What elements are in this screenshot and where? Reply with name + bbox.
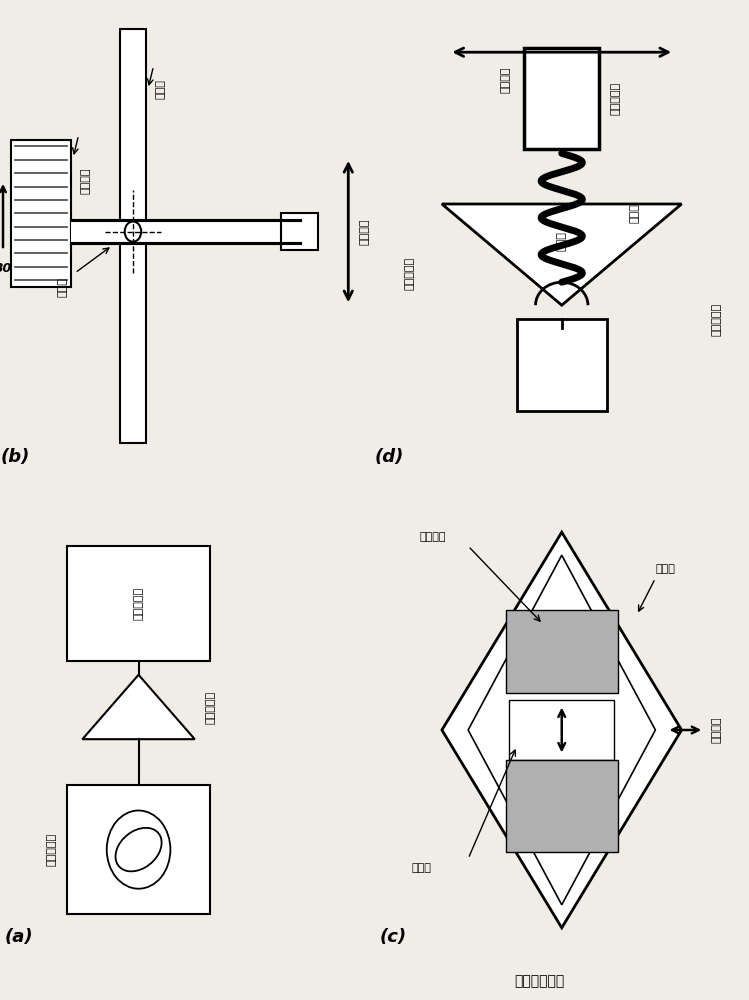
Text: (d): (d) (374, 448, 404, 466)
Text: （现有技术）: （现有技术） (514, 974, 565, 988)
FancyBboxPatch shape (71, 220, 300, 243)
FancyBboxPatch shape (11, 140, 71, 287)
Text: 连接管: 连接管 (629, 203, 639, 223)
Circle shape (124, 221, 141, 242)
Text: 有源驱动器: 有源驱动器 (404, 256, 414, 290)
FancyBboxPatch shape (120, 29, 146, 443)
Text: 枢轴点: 枢轴点 (58, 277, 67, 297)
Text: (c): (c) (380, 928, 407, 946)
Text: 音频低音炮: 音频低音炮 (712, 302, 721, 336)
Text: 运动方向: 运动方向 (500, 67, 511, 93)
FancyBboxPatch shape (281, 213, 318, 250)
Text: 驱动线圈: 驱动线圈 (81, 168, 91, 194)
Text: 弯张架: 弯张架 (655, 564, 676, 574)
Polygon shape (82, 675, 195, 739)
Text: 充气腔: 充气腔 (557, 231, 567, 251)
Text: (a): (a) (4, 928, 33, 946)
Polygon shape (442, 204, 682, 305)
Text: 运动方向: 运动方向 (360, 218, 369, 245)
Text: 运动方向: 运动方向 (712, 717, 721, 743)
Text: 支撒杆: 支撒杆 (156, 79, 166, 99)
FancyBboxPatch shape (509, 700, 614, 760)
Text: 无源驱动器: 无源驱动器 (610, 82, 620, 115)
Polygon shape (442, 532, 682, 928)
Text: 机械驱动器: 机械驱动器 (133, 587, 144, 620)
Text: 音频放大器: 音频放大器 (206, 690, 216, 724)
FancyBboxPatch shape (517, 319, 607, 411)
FancyBboxPatch shape (524, 48, 599, 149)
Circle shape (107, 810, 171, 889)
FancyBboxPatch shape (67, 546, 210, 661)
Text: 压电叠堆: 压电叠堆 (419, 532, 446, 542)
Polygon shape (468, 555, 655, 905)
Text: 分隔件: 分隔件 (412, 863, 432, 873)
Text: 图数发生器: 图数发生器 (46, 833, 56, 866)
Text: B0: B0 (0, 261, 12, 274)
FancyBboxPatch shape (67, 785, 210, 914)
FancyBboxPatch shape (506, 610, 618, 693)
Text: (b): (b) (0, 448, 30, 466)
FancyBboxPatch shape (506, 760, 618, 852)
